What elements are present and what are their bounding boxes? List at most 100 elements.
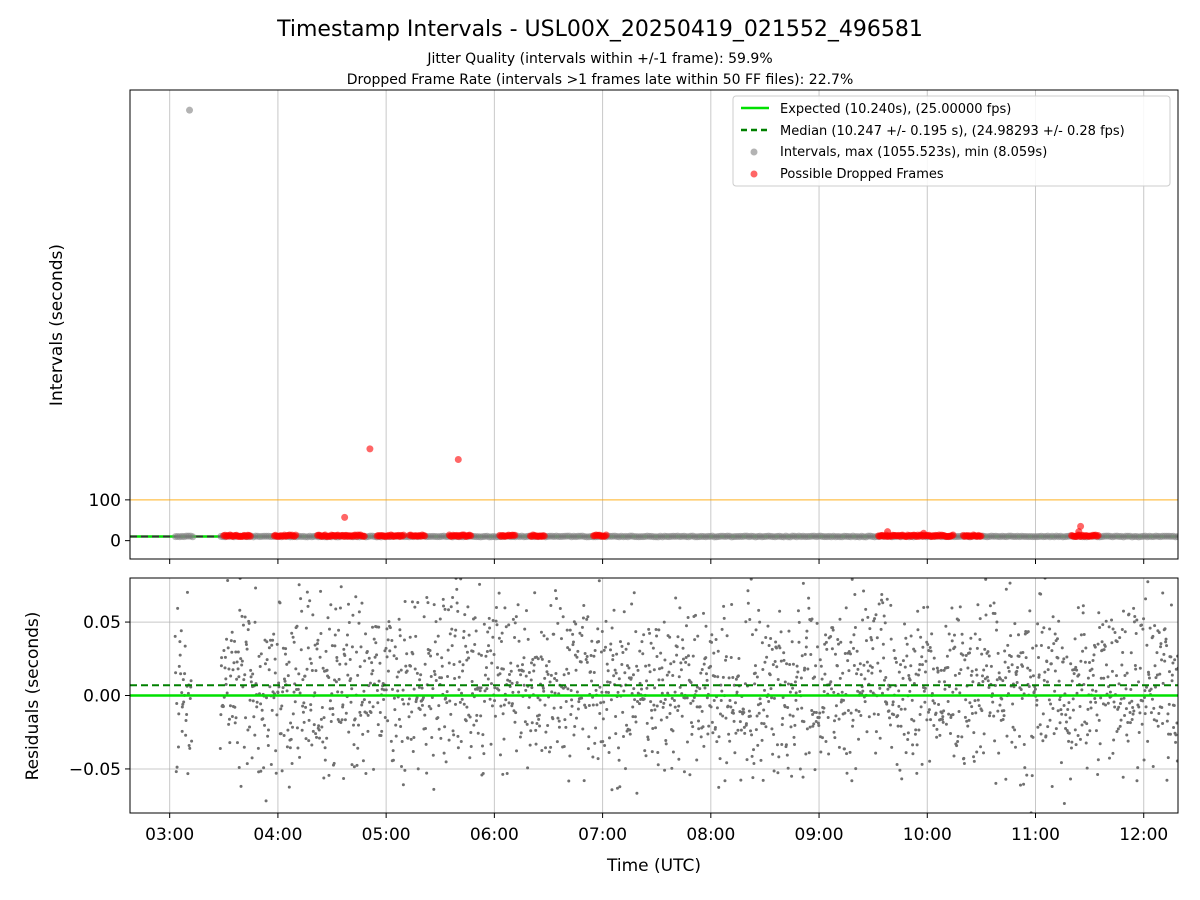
residual-point bbox=[559, 706, 563, 710]
residual-point bbox=[1027, 684, 1031, 688]
residual-point bbox=[1159, 642, 1163, 646]
residual-point bbox=[985, 675, 989, 679]
residual-point bbox=[935, 666, 939, 670]
residual-point bbox=[911, 752, 915, 756]
residual-point bbox=[818, 658, 822, 662]
residual-point bbox=[473, 616, 477, 620]
residual-point bbox=[280, 769, 284, 773]
residual-point bbox=[384, 688, 388, 692]
residual-point bbox=[750, 754, 754, 758]
residual-point bbox=[628, 732, 632, 736]
residual-point bbox=[749, 578, 753, 581]
residual-point bbox=[299, 597, 303, 601]
residual-point bbox=[610, 626, 614, 630]
residual-point bbox=[625, 723, 629, 727]
residual-point bbox=[227, 722, 231, 726]
residual-point bbox=[974, 711, 978, 715]
residual-point bbox=[451, 596, 455, 600]
residual-point bbox=[349, 700, 353, 704]
residual-point bbox=[986, 650, 990, 654]
residual-point bbox=[970, 705, 974, 709]
residual-point bbox=[884, 675, 888, 679]
residual-point bbox=[609, 642, 613, 646]
residual-point bbox=[804, 752, 808, 756]
residual-point bbox=[769, 637, 773, 641]
residual-point bbox=[519, 731, 523, 735]
residual-point bbox=[268, 638, 272, 642]
residual-point bbox=[968, 651, 972, 655]
residual-point bbox=[420, 686, 424, 690]
residual-point bbox=[1036, 622, 1040, 626]
residual-point bbox=[1130, 699, 1134, 703]
residual-point bbox=[542, 689, 546, 693]
residual-point bbox=[442, 604, 446, 608]
residual-point bbox=[1164, 640, 1168, 644]
x-tick-label: 09:00 bbox=[795, 825, 844, 845]
residual-point bbox=[919, 635, 923, 639]
residual-point bbox=[976, 698, 980, 702]
residual-point bbox=[444, 696, 448, 700]
residual-point bbox=[880, 691, 884, 695]
residual-point bbox=[224, 677, 228, 681]
residual-point bbox=[513, 621, 517, 625]
residual-point bbox=[225, 691, 229, 695]
residual-point bbox=[609, 698, 613, 702]
residual-point bbox=[413, 667, 417, 671]
residual-point bbox=[341, 703, 345, 707]
residual-point bbox=[461, 669, 465, 673]
bottom-panel: 0.050.00−0.05 03:00 04:00 05:00 06:00 07:00 0… bbox=[23, 577, 1179, 876]
residual-point bbox=[761, 778, 765, 782]
residual-point bbox=[623, 671, 627, 675]
residual-point bbox=[340, 690, 344, 694]
residual-point bbox=[1165, 778, 1169, 782]
residual-point bbox=[422, 615, 426, 619]
residual-point bbox=[975, 646, 979, 650]
residual-point bbox=[634, 630, 638, 634]
residual-point bbox=[963, 715, 967, 719]
residual-point bbox=[1125, 671, 1129, 675]
residual-point bbox=[1064, 720, 1068, 724]
residual-point bbox=[788, 690, 792, 694]
residual-point bbox=[461, 663, 465, 667]
residual-point bbox=[744, 620, 748, 624]
residual-point bbox=[663, 658, 667, 662]
residual-point bbox=[775, 646, 779, 650]
residual-point bbox=[294, 667, 298, 671]
residual-point bbox=[684, 624, 688, 628]
residual-point bbox=[300, 609, 304, 613]
residual-point bbox=[594, 688, 598, 692]
residual-point bbox=[1078, 737, 1082, 741]
residual-point bbox=[814, 664, 818, 668]
residual-point bbox=[866, 669, 870, 673]
residual-point bbox=[692, 696, 696, 700]
residual-point bbox=[1049, 662, 1053, 666]
residual-point bbox=[917, 668, 921, 672]
residual-point bbox=[1174, 740, 1178, 744]
residual-point bbox=[871, 647, 875, 651]
residual-point bbox=[949, 715, 953, 719]
residual-point bbox=[879, 627, 883, 631]
residual-point bbox=[869, 635, 873, 639]
residual-point bbox=[636, 699, 640, 703]
residual-point bbox=[271, 638, 275, 642]
residual-point bbox=[819, 664, 823, 668]
residual-point bbox=[908, 689, 912, 693]
residual-point bbox=[980, 652, 984, 656]
residual-point bbox=[628, 728, 632, 732]
residual-point bbox=[565, 667, 569, 671]
residual-point bbox=[317, 728, 321, 732]
residual-point bbox=[738, 710, 742, 714]
residual-point bbox=[1044, 734, 1048, 738]
residual-point bbox=[966, 724, 970, 728]
residual-point bbox=[919, 705, 923, 709]
residual-point bbox=[331, 706, 335, 710]
residual-point bbox=[261, 717, 265, 721]
residual-point bbox=[1172, 726, 1176, 730]
residual-point bbox=[287, 660, 291, 664]
residual-point bbox=[1000, 697, 1004, 701]
residual-point bbox=[614, 671, 618, 675]
residual-point bbox=[352, 743, 356, 747]
chart-subtitle-dropped: Dropped Frame Rate (intervals >1 frames … bbox=[347, 72, 854, 88]
residual-point bbox=[497, 591, 501, 595]
residual-point bbox=[459, 740, 463, 744]
